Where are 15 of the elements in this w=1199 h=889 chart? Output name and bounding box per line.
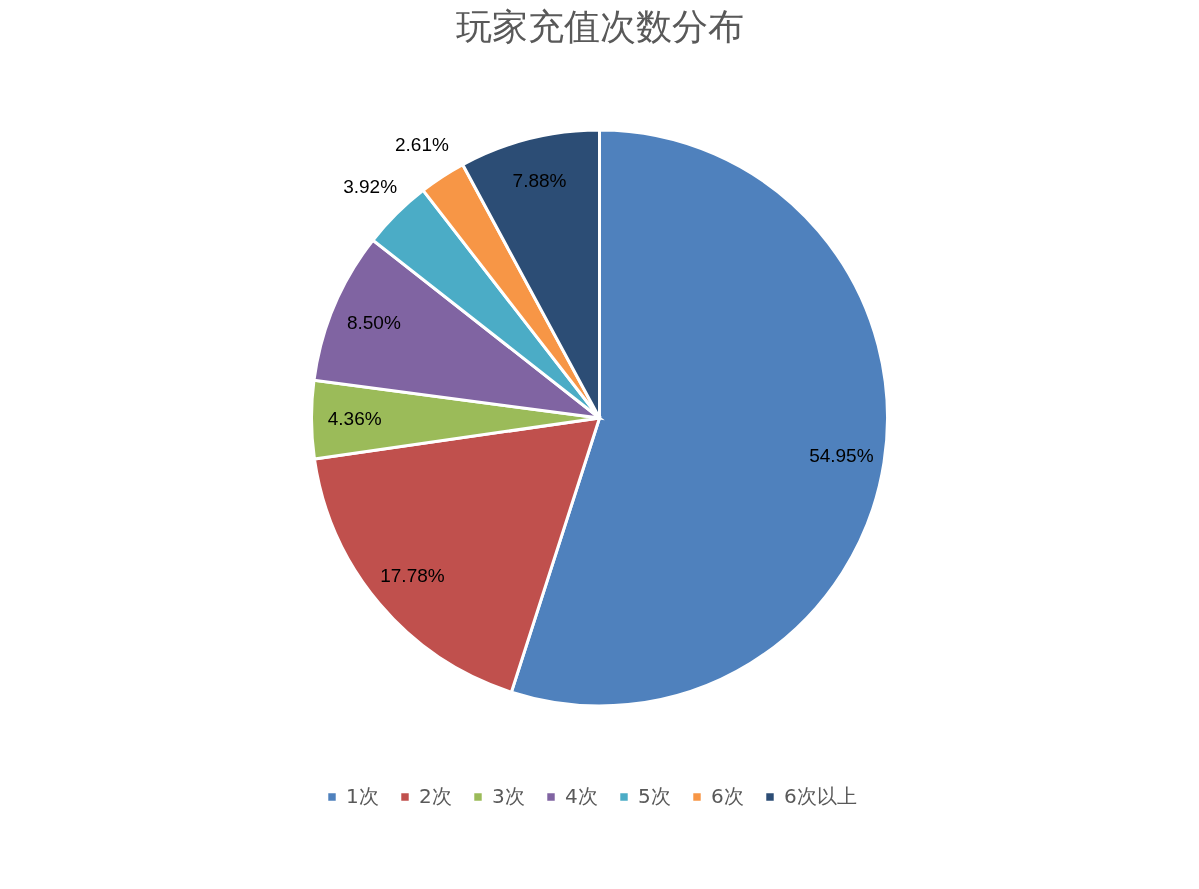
- chart-title: 玩家充值次数分布: [455, 6, 744, 48]
- data-label: 17.78%: [380, 564, 445, 586]
- data-label: 7.88%: [512, 169, 567, 191]
- legend-label: 4次: [565, 784, 598, 808]
- legend-label: 3次: [492, 784, 525, 808]
- data-label: 54.95%: [809, 444, 874, 466]
- legend-label: 5次: [638, 784, 671, 808]
- legend-label: 1次: [346, 784, 379, 808]
- data-label: 3.92%: [343, 176, 398, 198]
- legend-label: 2次: [419, 784, 452, 808]
- data-label: 4.36%: [327, 408, 382, 430]
- data-label: 2.61%: [395, 134, 449, 156]
- data-label: 8.50%: [346, 312, 401, 334]
- legend-label: 6次以上: [784, 784, 857, 808]
- legend-label: 6次: [711, 784, 744, 808]
